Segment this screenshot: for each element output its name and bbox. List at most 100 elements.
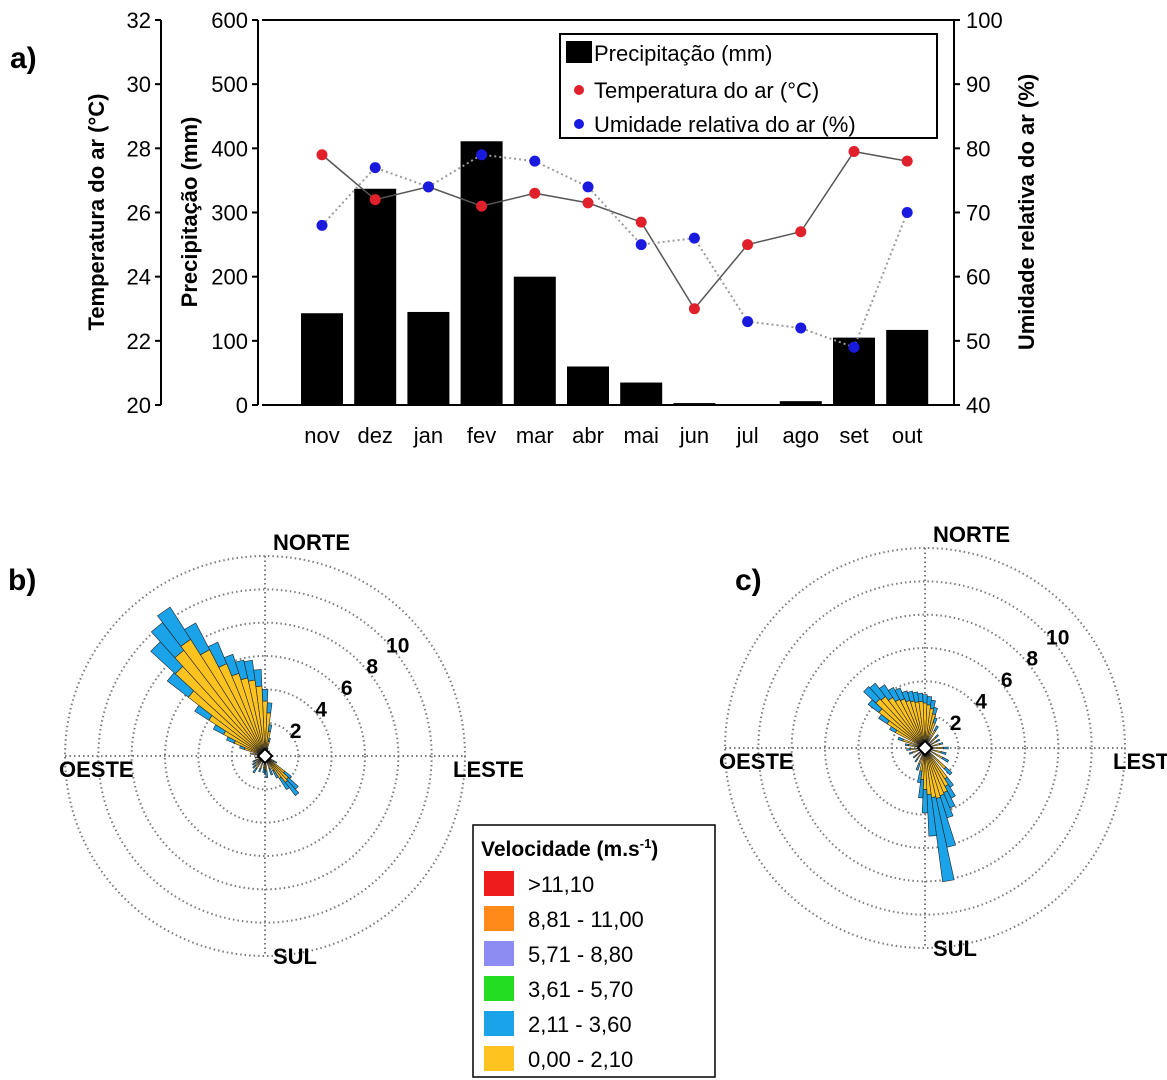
sector-moderate-wind xyxy=(921,789,929,814)
sector-moderate-wind xyxy=(935,738,941,743)
temperature-point xyxy=(529,187,541,199)
sector-moderate-wind xyxy=(265,770,269,778)
panel-b-label: b) xyxy=(8,564,36,597)
sector-moderate-wind xyxy=(922,694,928,704)
sector-moderate-wind xyxy=(207,641,228,668)
sector-moderate-wind xyxy=(932,717,938,724)
legend-label-humidity: Umidade relativa do ar (%) xyxy=(594,112,856,137)
sector-moderate-wind xyxy=(926,696,933,706)
direction-north: NORTE xyxy=(273,530,350,555)
precipitation-bar xyxy=(407,311,450,405)
temperature-point xyxy=(582,197,594,209)
humidity-axis: 40 50 60 70 80 90 100 xyxy=(953,8,1003,418)
range-ring xyxy=(757,580,1093,916)
middle-tick-label: 300 xyxy=(211,201,248,226)
temperature-axis-label: Temperatura do ar (°C) xyxy=(84,94,109,331)
radial-tick-label: 6 xyxy=(1001,669,1013,692)
month-label: jun xyxy=(679,423,709,448)
sector-moderate-wind xyxy=(912,754,917,759)
left-tick-label: 30 xyxy=(127,72,151,97)
humidity-point xyxy=(316,219,328,231)
sector-moderate-wind xyxy=(940,751,947,755)
rose-center-marker xyxy=(256,747,274,765)
legend-bar-swatch xyxy=(566,41,592,63)
temperature-point xyxy=(901,155,913,167)
month-label: ago xyxy=(782,423,819,448)
precipitation-bar xyxy=(673,403,716,405)
middle-tick-label: 500 xyxy=(211,72,248,97)
precipitation-bars xyxy=(301,141,929,406)
chart-a-legend: Precipitação (mm) Temperatura do ar (°C)… xyxy=(559,33,938,139)
sector-moderate-wind xyxy=(157,606,192,647)
humidity-point xyxy=(476,149,488,161)
temperature-axis: 20 22 24 26 28 30 32 xyxy=(127,8,162,418)
wind-legend-swatch xyxy=(484,976,514,1001)
wind-speed-legend: Velocidade (m.s-1) >11,10 8,81 - 11,00 5,7… xyxy=(472,824,716,1078)
precipitation-bar xyxy=(460,141,503,405)
direction-east: LESTE xyxy=(1113,749,1167,774)
panel-a-label: a) xyxy=(10,42,37,75)
humidity-point xyxy=(901,207,913,218)
left-tick-label: 24 xyxy=(127,265,151,290)
wind-legend-label: 2,11 - 3,60 xyxy=(528,1012,632,1037)
sector-moderate-wind xyxy=(908,751,914,755)
humidity-point xyxy=(635,239,647,251)
direction-south: SUL xyxy=(273,944,317,969)
precipitation-bar xyxy=(726,404,769,406)
right-tick-label: 100 xyxy=(966,8,1003,33)
sector-moderate-wind xyxy=(272,760,278,764)
rose-center-marker xyxy=(916,739,934,757)
sector-moderate-wind xyxy=(268,767,274,776)
sector-moderate-wind xyxy=(934,734,939,739)
sector-moderate-wind xyxy=(878,684,894,701)
temperature-point xyxy=(316,149,328,161)
legend-temperature-marker xyxy=(574,85,584,95)
radial-tick-label: 8 xyxy=(366,656,378,679)
wind-legend-swatch xyxy=(484,1046,514,1071)
middle-tick-label: 400 xyxy=(211,136,248,161)
right-tick-label: 50 xyxy=(966,329,990,354)
wind-legend-label: 0,00 - 2,10 xyxy=(528,1047,633,1072)
legend-humidity-marker xyxy=(574,119,584,129)
month-label: nov xyxy=(304,423,339,448)
left-tick-label: 28 xyxy=(127,136,151,161)
radial-tick-label: 6 xyxy=(341,677,353,700)
humidity-point xyxy=(742,316,754,328)
radial-tick-label: 2 xyxy=(950,712,962,735)
sector-moderate-wind xyxy=(917,770,923,784)
right-tick-label: 40 xyxy=(966,393,990,418)
wind-legend-items: >11,10 8,81 - 11,00 5,71 - 8,80 3,61 - 5,70… xyxy=(484,871,644,1072)
month-label: fev xyxy=(467,423,496,448)
sector-moderate-wind xyxy=(926,793,937,837)
sector-moderate-wind xyxy=(253,669,263,687)
precipitation-bar xyxy=(301,313,343,405)
humidity-line xyxy=(321,153,909,349)
humidity-point xyxy=(848,341,860,353)
sector-moderate-wind xyxy=(272,769,279,779)
sector-moderate-wind xyxy=(267,737,271,743)
range-ring xyxy=(724,547,1126,949)
legend-label-precipitation: Precipitação (mm) xyxy=(594,41,772,66)
precipitation-axis: 0 100 200 300 400 500 600 xyxy=(211,8,259,418)
sector-moderate-wind xyxy=(869,682,886,701)
wind-legend-label: >11,10 xyxy=(528,872,594,897)
month-label: mar xyxy=(516,423,554,448)
precipitation-bar xyxy=(779,401,822,405)
sector-moderate-wind xyxy=(252,767,258,774)
sector-moderate-wind xyxy=(938,742,944,746)
temperature-point xyxy=(848,146,860,158)
month-tick-labels: nov dez jan fev mar abr mai jun jul ago set out xyxy=(304,423,922,448)
left-tick-label: 22 xyxy=(127,329,151,354)
range-ring xyxy=(64,555,466,957)
panel-c-label: c) xyxy=(735,564,762,597)
precipitation-bar xyxy=(620,382,663,405)
radial-tick-label: 10 xyxy=(1046,626,1069,649)
sector-moderate-wind xyxy=(183,622,210,656)
legend-label-temperature: Temperatura do ar (°C) xyxy=(594,78,819,103)
sector-moderate-wind xyxy=(894,687,905,702)
radial-tick-label: 4 xyxy=(315,699,327,722)
radial-tick-label: 2 xyxy=(290,720,302,743)
direction-east: LESTE xyxy=(453,757,524,782)
